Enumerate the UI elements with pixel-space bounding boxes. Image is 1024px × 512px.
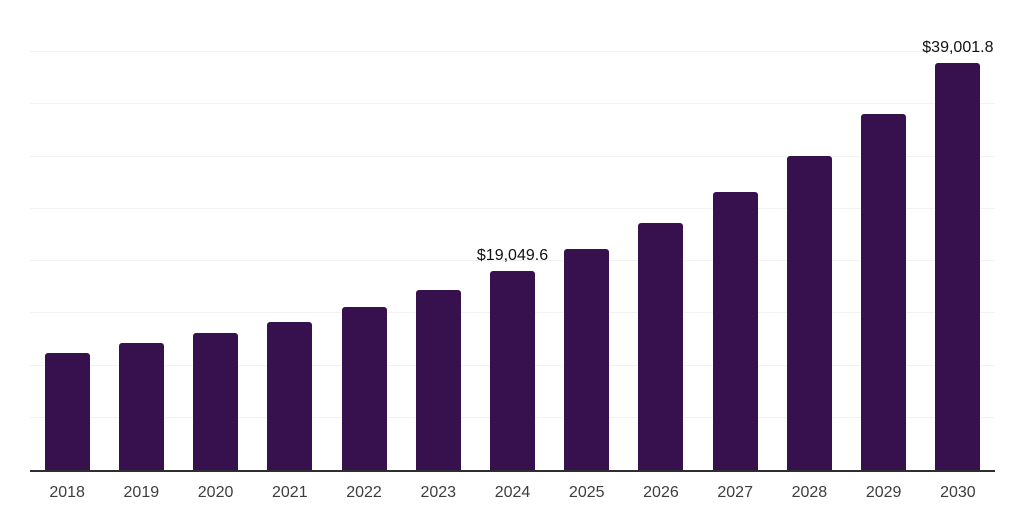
bar-2025	[564, 249, 610, 470]
x-tick-2019: 2019	[123, 484, 160, 501]
bar-2028	[786, 156, 832, 470]
bar-2026	[638, 223, 684, 470]
x-tick-2022: 2022	[346, 484, 382, 501]
x-tick-2028: 2028	[791, 484, 828, 501]
x-tick-2027: 2027	[717, 484, 753, 501]
x-tick-2025: 2025	[568, 484, 605, 501]
x-axis-tick-labels: 2018 2019 2020 2021 2022 2023 2024 2025 2026 2027…	[0, 483, 1024, 505]
x-tick-2023: 2023	[420, 484, 457, 501]
gridline-35000	[30, 103, 995, 105]
bar-2019	[118, 343, 164, 470]
data-label-2030: $39,001.8	[922, 38, 994, 56]
gridline-20000	[30, 260, 995, 262]
bar-2022	[341, 306, 387, 470]
bar-2021	[267, 322, 313, 470]
x-axis-line	[30, 470, 995, 472]
x-tick-2029: 2029	[865, 484, 902, 501]
gridline-30000	[30, 155, 995, 157]
bar-2030	[935, 62, 981, 470]
bar-2023	[415, 289, 461, 470]
x-tick-2030: 2030	[940, 484, 976, 501]
bar-2018	[44, 352, 90, 470]
x-tick-2024: 2024	[494, 484, 531, 501]
bar-2027	[712, 192, 758, 470]
x-tick-2021: 2021	[272, 484, 308, 501]
bar-2020	[193, 333, 239, 470]
x-tick-2020: 2020	[197, 484, 234, 501]
bar-2024	[490, 271, 535, 470]
x-tick-2026: 2026	[643, 484, 679, 501]
data-label-2024: $19,049.6	[476, 247, 549, 265]
plot-area: $19,049.6 $39,001.8	[30, 0, 995, 472]
gridline-40000	[30, 51, 995, 53]
bar-2029	[861, 113, 907, 470]
gridline-25000	[30, 207, 995, 209]
x-tick-2018: 2018	[49, 484, 85, 501]
